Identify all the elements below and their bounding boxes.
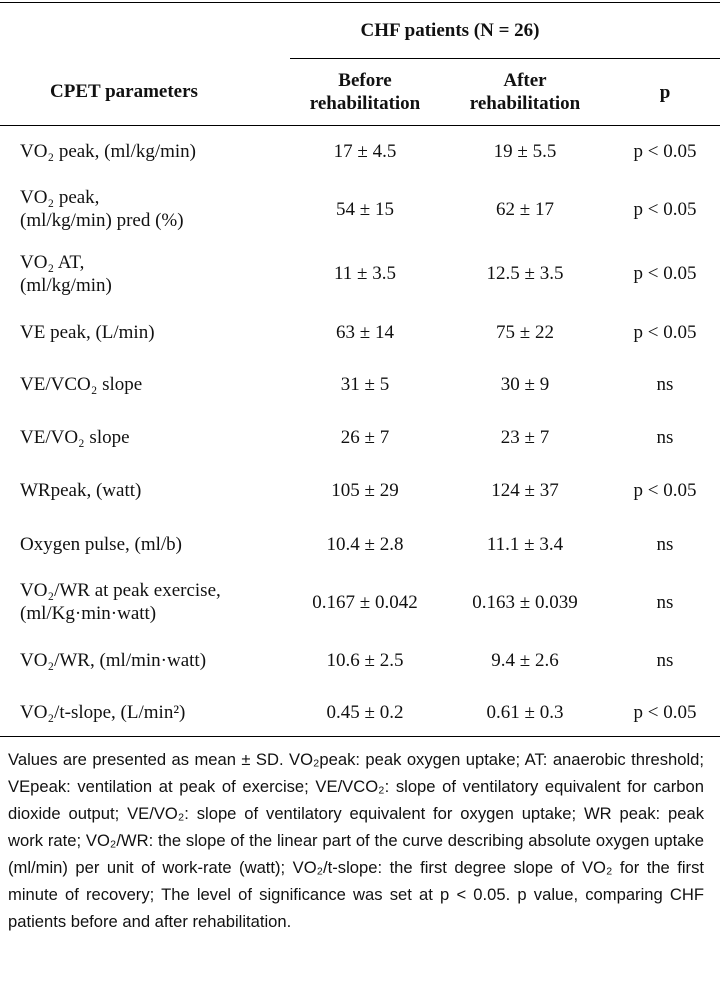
header-line: After [503, 70, 547, 91]
value-cell: 12.5 ± 3.5 [486, 263, 564, 284]
data-row: VO₂/t-slope, (L/min²) 0.45 ± 0.2 0.61 ± 0.… [0, 688, 720, 737]
parameter-cell: VO₂/WR, (ml/min·watt) [0, 633, 290, 688]
parameter-cell: VE/VO₂ slope [0, 411, 290, 464]
column-header: p [610, 58, 720, 126]
parameter-line: VO₂ peak, [20, 187, 100, 208]
value-cell: 9.4 ± 2.6 [491, 650, 559, 671]
parameter-line: (ml/Kg·min·watt) [20, 603, 157, 624]
data-row: VE peak, (L/min) 63 ± 14 75 ± 22 p < 0.05 [0, 306, 720, 358]
p-value-cell: ns [656, 374, 674, 395]
column-header: CPET parameters [0, 58, 290, 126]
data-row: VE/VO₂ slope 26 ± 7 23 ± 7 ns [0, 411, 720, 464]
value-cell: 62 ± 17 [496, 198, 554, 220]
value-cell: 30 ± 9 [500, 374, 550, 395]
column-header: Before rehabilitation [290, 58, 440, 126]
table-body: CHF patients (N = 26) CPET parameters Bef… [0, 2, 720, 737]
parameter-cell: VO₂ peak, (ml/kg/min) [0, 126, 290, 178]
parameter-cell: WRpeak, (watt) [0, 464, 290, 517]
header-line: p [659, 81, 671, 103]
parameter-line: VO₂ AT, [20, 251, 85, 273]
value-cell: 31 ± 5 [340, 374, 390, 395]
parameter-line: VE/VO₂ slope [20, 427, 130, 448]
parameter-cell: VO₂ peak, (ml/kg/min) pred (%) [0, 177, 290, 241]
header-row: CPET parameters Before rehabilitation After… [0, 58, 720, 126]
parameter-cell: Oxygen pulse, (ml/b) [0, 517, 290, 571]
parameter-line: VO₂ peak, (ml/kg/min) [20, 141, 197, 162]
data-row: VO₂/WR, (ml/min·watt) 10.6 ± 2.5 9.4 ± 2.6… [0, 633, 720, 688]
parameter-cell: VO₂ AT, (ml/kg/min) [0, 241, 290, 306]
parameter-line: VO₂/WR at peak exercise, [20, 580, 221, 601]
p-value-cell: p < 0.05 [633, 480, 697, 501]
parameter-cell: VE/VCO₂ slope [0, 358, 290, 411]
p-value-cell: p < 0.05 [633, 263, 697, 284]
p-value-cell: ns [656, 427, 674, 448]
value-cell: 10.6 ± 2.5 [326, 650, 404, 671]
parameter-line: VO₂/t-slope, (L/min²) [20, 701, 186, 723]
parameter-cell: VE peak, (L/min) [0, 306, 290, 358]
group-header: CHF patients (N = 26) [290, 2, 610, 59]
value-cell: 0.61 ± 0.3 [440, 688, 610, 737]
header-line: CPET parameters [50, 81, 198, 103]
value-cell: 19 ± 5.5 [493, 141, 557, 162]
data-row: VE/VCO₂ slope 31 ± 5 30 ± 9 ns [0, 358, 720, 411]
parameter-cell: VO₂/WR at peak exercise, (ml/Kg·min·watt) [0, 571, 290, 633]
p-value-cell: ns [656, 533, 674, 555]
parameter-cell: VO₂/t-slope, (L/min²) [0, 688, 290, 737]
empty-cell [610, 2, 720, 59]
value-cell: 11.1 ± 3.4 [486, 533, 564, 555]
data-row: VO₂ peak, (ml/kg/min) pred (%) 54 ± 15 62 ±… [0, 177, 720, 241]
column-header: After rehabilitation [440, 58, 610, 126]
parameter-line: VO₂/WR, (ml/min·watt) [20, 650, 207, 671]
data-row: WRpeak, (watt) 105 ± 29 124 ± 37 p < 0.05 [0, 464, 720, 517]
value-cell: 54 ± 15 [336, 198, 394, 220]
value-cell: 23 ± 7 [500, 427, 550, 448]
p-value-cell: ns [656, 650, 674, 671]
data-row: Oxygen pulse, (ml/b) 10.4 ± 2.8 11.1 ± 3.4… [0, 517, 720, 571]
value-cell: 17 ± 4.5 [333, 141, 397, 162]
value-cell: 26 ± 7 [340, 427, 390, 448]
value-cell: 75 ± 22 [496, 321, 554, 343]
data-row: VO₂ AT, (ml/kg/min) 11 ± 3.5 12.5 ± 3.5 p < … [0, 241, 720, 306]
parameter-line: Oxygen pulse, (ml/b) [20, 533, 183, 555]
value-cell: 0.163 ± 0.039 [472, 591, 578, 613]
header-line: Before [338, 70, 392, 91]
p-value-cell: p < 0.05 [610, 688, 720, 737]
value-cell: 105 ± 29 [331, 480, 399, 501]
value-cell: 10.4 ± 2.8 [326, 533, 404, 555]
value-cell: 63 ± 14 [336, 321, 394, 343]
p-value-cell: p < 0.05 [633, 141, 697, 162]
cpet-table: CHF patients (N = 26) CPET parameters Bef… [0, 2, 720, 737]
data-row: VO₂ peak, (ml/kg/min) 17 ± 4.5 19 ± 5.5 p <… [0, 126, 720, 178]
parameter-line: WRpeak, (watt) [20, 480, 142, 501]
value-cell: 11 ± 3.5 [334, 263, 396, 284]
data-row: VO₂/WR at peak exercise, (ml/Kg·min·watt)… [0, 571, 720, 633]
p-value-cell: p < 0.05 [633, 321, 697, 343]
parameter-line: VE/VCO₂ slope [20, 374, 143, 395]
header-line: rehabilitation [309, 93, 421, 114]
parameter-line: (ml/kg/min) pred (%) [20, 210, 184, 231]
value-cell: 0.167 ± 0.042 [312, 591, 418, 613]
header-line: rehabilitation [469, 93, 581, 114]
value-cell: 124 ± 37 [491, 480, 559, 501]
empty-cell [0, 2, 290, 59]
parameter-line: (ml/kg/min) [20, 274, 112, 296]
p-value-cell: p < 0.05 [633, 198, 697, 220]
group-header-row: CHF patients (N = 26) [0, 2, 720, 59]
value-cell: 0.45 ± 0.2 [290, 688, 440, 737]
parameter-line: VE peak, (L/min) [20, 321, 155, 343]
footnote: Values are presented as mean ± SD. VO₂pe… [8, 750, 704, 931]
p-value-cell: ns [656, 591, 674, 613]
